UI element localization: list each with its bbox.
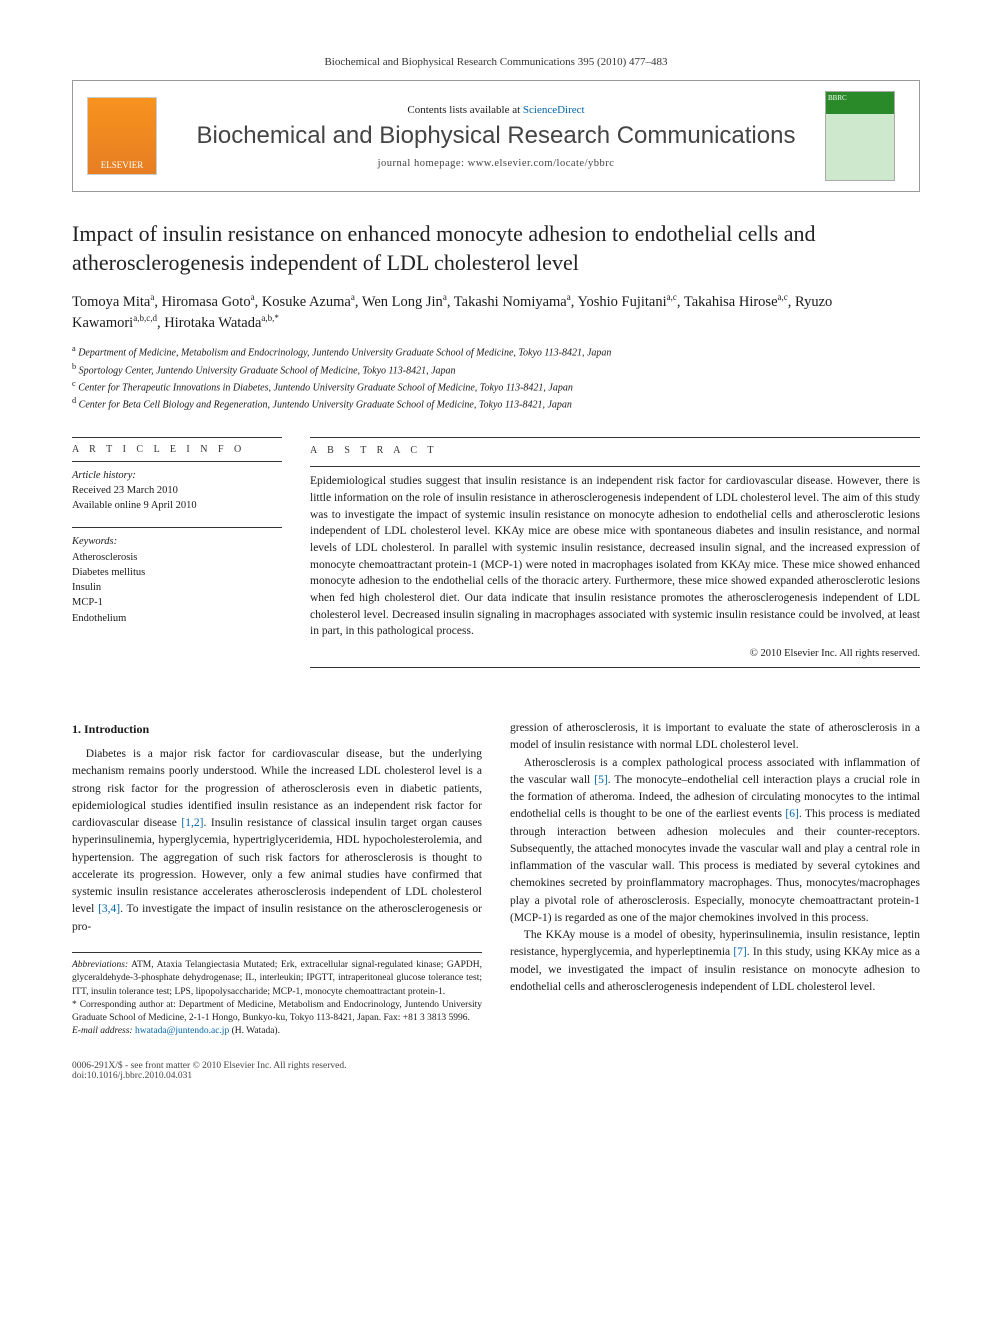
abbrev-footnote: Abbreviations: ATM, Ataxia Telangiectasi… <box>72 959 482 999</box>
rule <box>72 461 282 462</box>
abstract-column: A B S T R A C T Epidemiological studies … <box>310 431 920 674</box>
info-abstract-row: A R T I C L E I N F O Article history: R… <box>72 431 920 674</box>
page-footer: 0006-291X/$ - see front matter © 2010 El… <box>72 1061 920 1081</box>
header-center: Contents lists available at ScienceDirec… <box>179 104 813 169</box>
email-suffix: (H. Watada). <box>229 1026 280 1036</box>
elsevier-logo: ELSEVIER <box>87 97 157 175</box>
keyword: Atherosclerosis <box>72 550 282 565</box>
keyword: Diabetes mellitus <box>72 565 282 580</box>
article-info-head: A R T I C L E I N F O <box>72 444 282 455</box>
body-para: Diabetes is a major risk factor for card… <box>72 746 482 936</box>
spacer <box>72 700 920 720</box>
corresponding-footnote: * Corresponding author at: Department of… <box>72 999 482 1026</box>
corr-text: Corresponding author at: Department of M… <box>72 1000 482 1023</box>
homepage-line: journal homepage: www.elsevier.com/locat… <box>179 158 813 169</box>
abstract-text: Epidemiological studies suggest that ins… <box>310 473 920 640</box>
affiliation: d Center for Beta Cell Biology and Regen… <box>72 395 920 412</box>
section-title-intro: 1. Introduction <box>72 720 482 738</box>
contents-available: Contents lists available at ScienceDirec… <box>179 104 813 116</box>
affiliations: a Department of Medicine, Metabolism and… <box>72 343 920 412</box>
keyword: MCP-1 <box>72 595 282 610</box>
rule <box>310 466 920 467</box>
body-para: The KKAy mouse is a model of obesity, hy… <box>510 927 920 996</box>
keywords-block: Keywords: AtherosclerosisDiabetes mellit… <box>72 534 282 625</box>
footer-left: 0006-291X/$ - see front matter © 2010 El… <box>72 1061 346 1081</box>
abbrev-label: Abbreviations: <box>72 960 128 970</box>
footer-front-matter: 0006-291X/$ - see front matter © 2010 El… <box>72 1061 346 1071</box>
email-footnote: E-mail address: hwatada@juntendo.ac.jp (… <box>72 1025 482 1038</box>
running-head: Biochemical and Biophysical Research Com… <box>72 56 920 68</box>
homepage-url: www.elsevier.com/locate/ybbrc <box>468 158 615 169</box>
article-history: Article history: Received 23 March 2010 … <box>72 468 282 514</box>
body-para: Atherosclerosis is a complex pathologica… <box>510 755 920 928</box>
email-link[interactable]: hwatada@juntendo.ac.jp <box>135 1026 229 1036</box>
footer-doi: doi:10.1016/j.bbrc.2010.04.031 <box>72 1071 346 1081</box>
keywords-label: Keywords: <box>72 534 282 549</box>
keyword: Endothelium <box>72 611 282 626</box>
authors: Tomoya Mitaa, Hiromasa Gotoa, Kosuke Azu… <box>72 291 920 333</box>
rule <box>310 437 920 438</box>
affiliation: a Department of Medicine, Metabolism and… <box>72 343 920 360</box>
affiliation: c Center for Therapeutic Innovations in … <box>72 378 920 395</box>
article-info-column: A R T I C L E I N F O Article history: R… <box>72 431 282 674</box>
affiliation: b Sportology Center, Juntendo University… <box>72 361 920 378</box>
rule <box>72 527 282 528</box>
homepage-prefix: journal homepage: <box>378 158 468 169</box>
journal-name: Biochemical and Biophysical Research Com… <box>179 122 813 150</box>
contents-prefix: Contents lists available at <box>407 104 522 116</box>
corr-marker: * <box>72 1000 80 1010</box>
article-title: Impact of insulin resistance on enhanced… <box>72 220 920 277</box>
rule <box>310 667 920 668</box>
abstract-copyright: © 2010 Elsevier Inc. All rights reserved… <box>310 646 920 661</box>
abstract-head: A B S T R A C T <box>310 444 920 459</box>
keywords-list: AtherosclerosisDiabetes mellitusInsulinM… <box>72 550 282 626</box>
sciencedirect-link[interactable]: ScienceDirect <box>523 104 585 116</box>
body-two-col: 1. Introduction Diabetes is a major risk… <box>72 720 920 1039</box>
history-online: Available online 9 April 2010 <box>72 498 282 513</box>
rule <box>72 437 282 438</box>
history-received: Received 23 March 2010 <box>72 483 282 498</box>
abbrev-text: ATM, Ataxia Telangiectasia Mutated; Erk,… <box>72 960 482 997</box>
footnotes: Abbreviations: ATM, Ataxia Telangiectasi… <box>72 952 482 1039</box>
journal-header: ELSEVIER Contents lists available at Sci… <box>72 80 920 192</box>
keyword: Insulin <box>72 580 282 595</box>
page: Biochemical and Biophysical Research Com… <box>0 0 992 1129</box>
journal-cover-thumb: BBRC <box>825 91 895 181</box>
email-label: E-mail address: <box>72 1026 135 1036</box>
body-para: gression of atherosclerosis, it is impor… <box>510 720 920 755</box>
history-label: Article history: <box>72 468 282 483</box>
